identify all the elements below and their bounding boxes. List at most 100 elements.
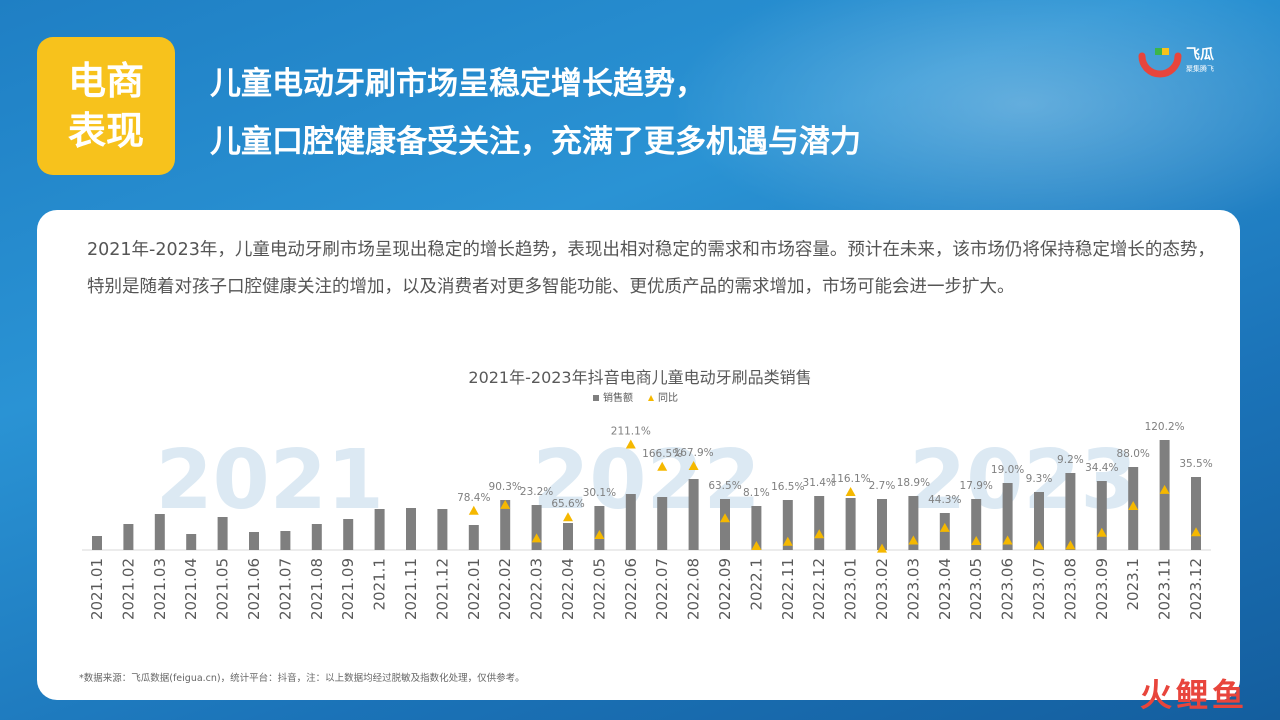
yoy-label-2022.01: 78.4% [457, 492, 490, 504]
bar-2023.06 [1002, 483, 1013, 550]
yoy-label-2023.07: 9.3% [1026, 473, 1053, 485]
content-card: 2021年-2023年，儿童电动牙刷市场呈现出稳定的增长趋势，表现出相对稳定的需… [37, 210, 1240, 700]
bar-2022.06 [625, 494, 636, 550]
x-tick-2023.08: 2023.08 [1061, 558, 1079, 620]
bar-2021.08 [311, 524, 322, 550]
bar-2022.07 [657, 497, 668, 550]
x-tick-2022.04: 2022.04 [559, 558, 577, 620]
yoy-marker-2022.11 [782, 536, 793, 546]
yoy-marker-2023.06 [1002, 535, 1013, 545]
x-tick-2022.07: 2022.07 [653, 558, 671, 620]
bar-2022.03 [531, 505, 542, 550]
page-headline: 儿童电动牙刷市场呈稳定增长趋势， 儿童口腔健康备受关注，充满了更多机遇与潜力 [210, 55, 861, 171]
x-tick-2022.02: 2022.02 [496, 558, 514, 620]
x-tick-2021.06: 2021.06 [245, 558, 263, 620]
yoy-label-2023.09: 34.4% [1085, 462, 1118, 474]
yoy-label-2023.1: 88.0% [1117, 448, 1150, 460]
bar-2023.08 [1065, 473, 1076, 550]
yoy-marker-2023.02 [877, 543, 887, 553]
x-tick-2021.04: 2021.04 [182, 558, 200, 620]
headline-line2: 儿童口腔健康备受关注，充满了更多机遇与潜力 [210, 124, 861, 160]
yoy-marker-2022.04 [563, 512, 573, 522]
bar-2023.03 [908, 496, 919, 550]
yoy-marker-2022.03 [531, 533, 542, 543]
x-tick-2022.1: 2022.1 [747, 558, 765, 611]
x-tick-2023.03: 2023.03 [904, 558, 922, 620]
legend-yoy-label: 同比 [658, 392, 678, 404]
bar-2021.06 [249, 532, 259, 550]
x-tick-2023.02: 2023.02 [873, 558, 891, 620]
bar-2023.07 [1034, 492, 1044, 550]
bar-2022.11 [782, 500, 793, 550]
description-text: 2021年-2023年，儿童电动牙刷市场呈现出稳定的增长趋势，表现出相对稳定的需… [87, 240, 1215, 297]
bar-2021.11 [406, 508, 416, 550]
bar-2023.11 [1159, 440, 1170, 550]
chart-title: 2021年-2023年抖音电商儿童电动牙刷品类销售 [468, 368, 811, 387]
x-tick-2023.07: 2023.07 [1030, 558, 1048, 620]
yoy-label-2023.01: 116.1% [831, 473, 871, 485]
x-tick-2022.01: 2022.01 [465, 558, 483, 620]
x-tick-2021.08: 2021.08 [308, 558, 326, 620]
corner-watermark: 火鲤鱼 [1140, 676, 1249, 714]
yoy-marker-2023.09 [1096, 527, 1107, 537]
bar-2021.12 [437, 509, 448, 550]
x-tick-2021.1: 2021.1 [371, 558, 389, 611]
yoy-label-2022.05: 30.1% [583, 487, 616, 499]
feigua-logo: 飞瓜 聚集腾飞 [1138, 44, 1238, 80]
x-tick-2023.05: 2023.05 [967, 558, 985, 620]
yoy-marker-2022.01 [468, 505, 479, 515]
yoy-marker-2023.12 [1191, 527, 1201, 537]
bar-2021.07 [280, 531, 291, 550]
yoy-marker-2022.05 [594, 529, 605, 539]
bar-2021.05 [217, 517, 228, 550]
bar-2023.01 [845, 498, 856, 550]
yoy-label-2022.03: 23.2% [520, 486, 553, 498]
yoy-label-2023.08: 9.2% [1057, 454, 1084, 466]
data-source-footnote: *数据来源：飞瓜数据(feigua.cn)，统计平台：抖音，注：以上数据均经过脱… [79, 673, 525, 684]
x-tick-2021.01: 2021.01 [88, 558, 106, 620]
x-tick-2023.04: 2023.04 [936, 558, 954, 620]
yoy-marker-2022.08 [688, 461, 699, 471]
x-tick-2021.12: 2021.12 [433, 558, 451, 620]
bar-2022.08 [688, 479, 699, 550]
x-tick-2022.05: 2022.05 [590, 558, 608, 620]
yoy-label-2022.11: 16.5% [771, 481, 804, 493]
yoy-label-2022.08: 167.9% [674, 447, 714, 459]
yoy-label-2023.12: 35.5% [1179, 458, 1212, 470]
yoy-label-2023.06: 19.0% [991, 464, 1024, 476]
logo-tagline: 聚集腾飞 [1186, 65, 1214, 73]
year-watermark-2021: 2021 [156, 433, 384, 528]
x-tick-2021.09: 2021.09 [339, 558, 357, 620]
x-tick-2023.12: 2023.12 [1187, 558, 1205, 620]
x-tick-2023.09: 2023.09 [1093, 558, 1111, 620]
bar-2021.04 [186, 534, 197, 550]
yoy-marker-2023.05 [971, 536, 982, 546]
sales-chart: 2021 2022 20232021年-2023年抖音电商儿童电动牙刷品类销售销售额… [82, 368, 1213, 620]
x-tick-2022.12: 2022.12 [810, 558, 828, 620]
feigua-logo-icon [1138, 48, 1182, 78]
yoy-label-2022.06: 211.1% [611, 425, 651, 437]
bar-2022.1 [751, 506, 762, 550]
bar-2021.09 [343, 519, 354, 550]
yoy-marker-2022.12 [814, 529, 825, 539]
bar-2022.12 [814, 496, 825, 550]
yoy-marker-2023.1 [1128, 501, 1139, 510]
bar-2023.05 [971, 499, 982, 550]
x-tick-2023.06: 2023.06 [999, 558, 1017, 620]
yoy-label-2022.07: 166.5% [642, 448, 682, 460]
x-tick-2021.11: 2021.11 [402, 558, 420, 620]
yoy-marker-2023.08 [1065, 540, 1076, 550]
badge-line2: 表现 [67, 109, 144, 153]
bar-2021.02 [123, 524, 134, 550]
bar-2022.04 [563, 523, 573, 550]
bar-2023.02 [877, 499, 887, 550]
yoy-marker-2022.06 [625, 439, 636, 449]
x-tick-2021.03: 2021.03 [151, 558, 169, 620]
yoy-marker-2022.02 [500, 499, 511, 509]
bar-2021.1 [374, 509, 385, 550]
yoy-label-2023.02: 2.7% [869, 480, 896, 492]
x-tick-2023.1: 2023.1 [1124, 558, 1142, 611]
x-tick-2022.09: 2022.09 [716, 558, 734, 620]
yoy-marker-2022.1 [751, 540, 762, 550]
yoy-label-2022.12: 31.4% [803, 477, 836, 489]
